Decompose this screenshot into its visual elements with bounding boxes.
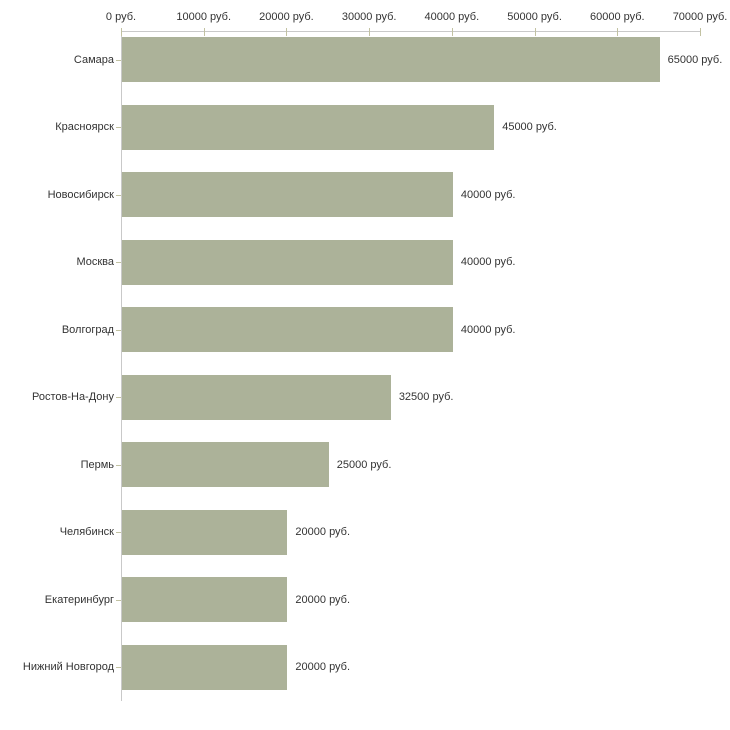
- x-axis-tick-label: 60000 руб.: [589, 11, 645, 23]
- y-axis-tick: [116, 262, 121, 264]
- y-axis-line: [121, 31, 122, 701]
- category-label: Екатеринбург: [44, 593, 114, 606]
- category-label: Красноярск: [55, 121, 114, 134]
- y-axis-tick: [116, 127, 121, 129]
- bar: [122, 577, 288, 623]
- y-axis-tick: [116, 329, 121, 331]
- x-axis-tick: [369, 28, 371, 36]
- value-label: 20000 руб.: [295, 593, 351, 606]
- category-label: Волгоград: [61, 323, 114, 336]
- x-axis-tick-label: 0 руб.: [105, 11, 137, 23]
- x-axis-tick: [700, 28, 701, 36]
- value-label: 40000 руб.: [460, 323, 516, 336]
- x-axis-tick: [203, 28, 205, 36]
- category-label: Ростов-На-Дону: [31, 391, 114, 404]
- y-axis-tick: [116, 464, 121, 466]
- bar: [122, 374, 391, 420]
- bar: [122, 442, 329, 488]
- y-axis-tick: [116, 59, 121, 61]
- x-axis-tick-label: 40000 руб.: [424, 11, 480, 23]
- bar: [122, 644, 288, 690]
- x-axis-tick: [617, 28, 619, 36]
- category-label: Пермь: [80, 458, 114, 471]
- bar: [122, 104, 495, 150]
- x-axis-tick-label: 70000 руб.: [672, 11, 728, 23]
- x-axis-tick-label: 50000 руб.: [507, 11, 562, 23]
- x-axis-tick: [534, 28, 536, 36]
- bar: [122, 37, 660, 82]
- x-axis-tick: [121, 28, 122, 36]
- value-label: 40000 руб.: [460, 256, 516, 269]
- y-axis-tick: [116, 667, 121, 669]
- x-axis-tick-label: 10000 руб.: [176, 11, 232, 23]
- x-axis-tick: [286, 28, 288, 36]
- value-label: 32500 руб.: [398, 391, 454, 404]
- y-axis-tick: [116, 194, 121, 196]
- y-axis-tick: [116, 599, 121, 601]
- category-label: Новосибирск: [47, 188, 114, 201]
- bar: [122, 172, 453, 218]
- y-axis-tick: [116, 397, 121, 399]
- category-label: Самара: [73, 53, 114, 66]
- value-label: 65000 руб.: [667, 53, 723, 66]
- value-label: 20000 руб.: [295, 661, 351, 674]
- value-label: 40000 руб.: [460, 188, 516, 201]
- value-label: 25000 руб.: [336, 458, 392, 471]
- bar: [122, 239, 453, 285]
- x-axis-tick-label: 20000 руб.: [259, 11, 314, 23]
- x-axis-line: [121, 31, 701, 32]
- x-axis-tick: [451, 28, 453, 36]
- category-label: Нижний Новгород: [22, 661, 114, 674]
- value-label: 20000 руб.: [295, 526, 351, 539]
- bar: [122, 509, 288, 555]
- y-axis-tick: [116, 532, 121, 534]
- category-label: Челябинск: [59, 526, 114, 539]
- bar: [122, 307, 453, 353]
- value-label: 45000 руб.: [502, 121, 557, 134]
- x-axis-tick-label: 30000 руб.: [341, 11, 397, 23]
- category-label: Москва: [76, 256, 114, 269]
